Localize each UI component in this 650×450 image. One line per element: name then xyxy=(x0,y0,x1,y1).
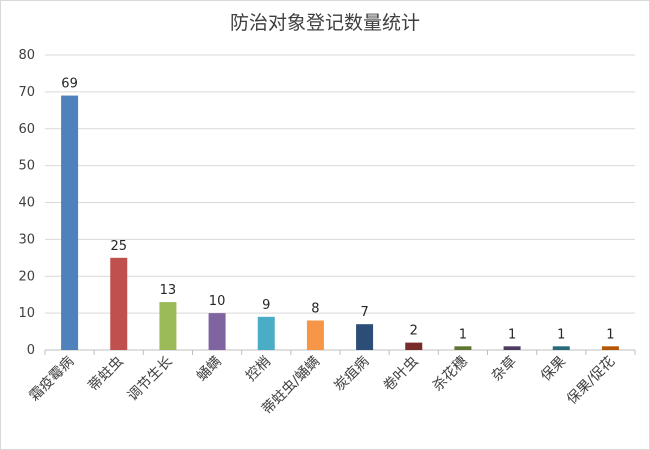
x-tick-label: 杂草 xyxy=(489,354,520,385)
y-tick-label: 10 xyxy=(18,306,35,321)
y-tick-label: 60 xyxy=(18,122,35,137)
y-tick-label: 0 xyxy=(27,343,35,358)
bar-3 xyxy=(159,302,177,350)
bar-10 xyxy=(503,346,521,350)
chart-title: 防治对象登记数量统计 xyxy=(229,12,420,34)
x-tick-label: 控梢 xyxy=(243,354,274,385)
x-tick-label: 蒂蛀虫 xyxy=(86,354,127,395)
bar-1 xyxy=(61,95,79,350)
data-label: 1 xyxy=(606,327,614,342)
x-tick-label: 炭疽病 xyxy=(331,354,372,395)
bar-2 xyxy=(110,257,128,350)
data-label: 1 xyxy=(508,327,516,342)
data-label: 69 xyxy=(61,77,78,92)
data-label: 9 xyxy=(262,298,270,313)
bar-8 xyxy=(405,342,423,350)
bar-7 xyxy=(356,324,374,350)
y-tick-label: 80 xyxy=(18,48,35,63)
data-label: 7 xyxy=(360,305,368,320)
bar-12 xyxy=(601,346,619,350)
y-tick-label: 20 xyxy=(18,269,35,284)
data-label: 2 xyxy=(410,324,418,339)
bar-11 xyxy=(552,346,570,350)
data-label: 8 xyxy=(311,302,319,317)
x-tick-label: 保果/促花 xyxy=(564,354,618,408)
x-tick-label: 蛹螨 xyxy=(194,354,225,385)
x-tick-label: 霜疫霉病 xyxy=(27,354,78,405)
y-tick-label: 50 xyxy=(18,159,35,174)
y-tick-label: 40 xyxy=(18,196,35,211)
x-tick-label: 卷叶虫 xyxy=(381,354,422,395)
x-tick-label: 调节生长 xyxy=(125,354,176,405)
data-label: 25 xyxy=(110,239,127,254)
data-label: 1 xyxy=(459,327,467,342)
data-label: 10 xyxy=(209,294,226,309)
y-tick-label: 70 xyxy=(18,85,35,100)
x-tick-label: 杀花穗 xyxy=(430,354,471,395)
bar-5 xyxy=(257,316,275,350)
y-tick-label: 30 xyxy=(18,232,35,247)
bar-4 xyxy=(208,313,226,350)
x-tick-label: 保果 xyxy=(538,354,569,385)
data-label: 13 xyxy=(160,283,177,298)
bar-6 xyxy=(306,320,324,350)
bar-9 xyxy=(454,346,472,350)
data-label: 1 xyxy=(557,327,565,342)
